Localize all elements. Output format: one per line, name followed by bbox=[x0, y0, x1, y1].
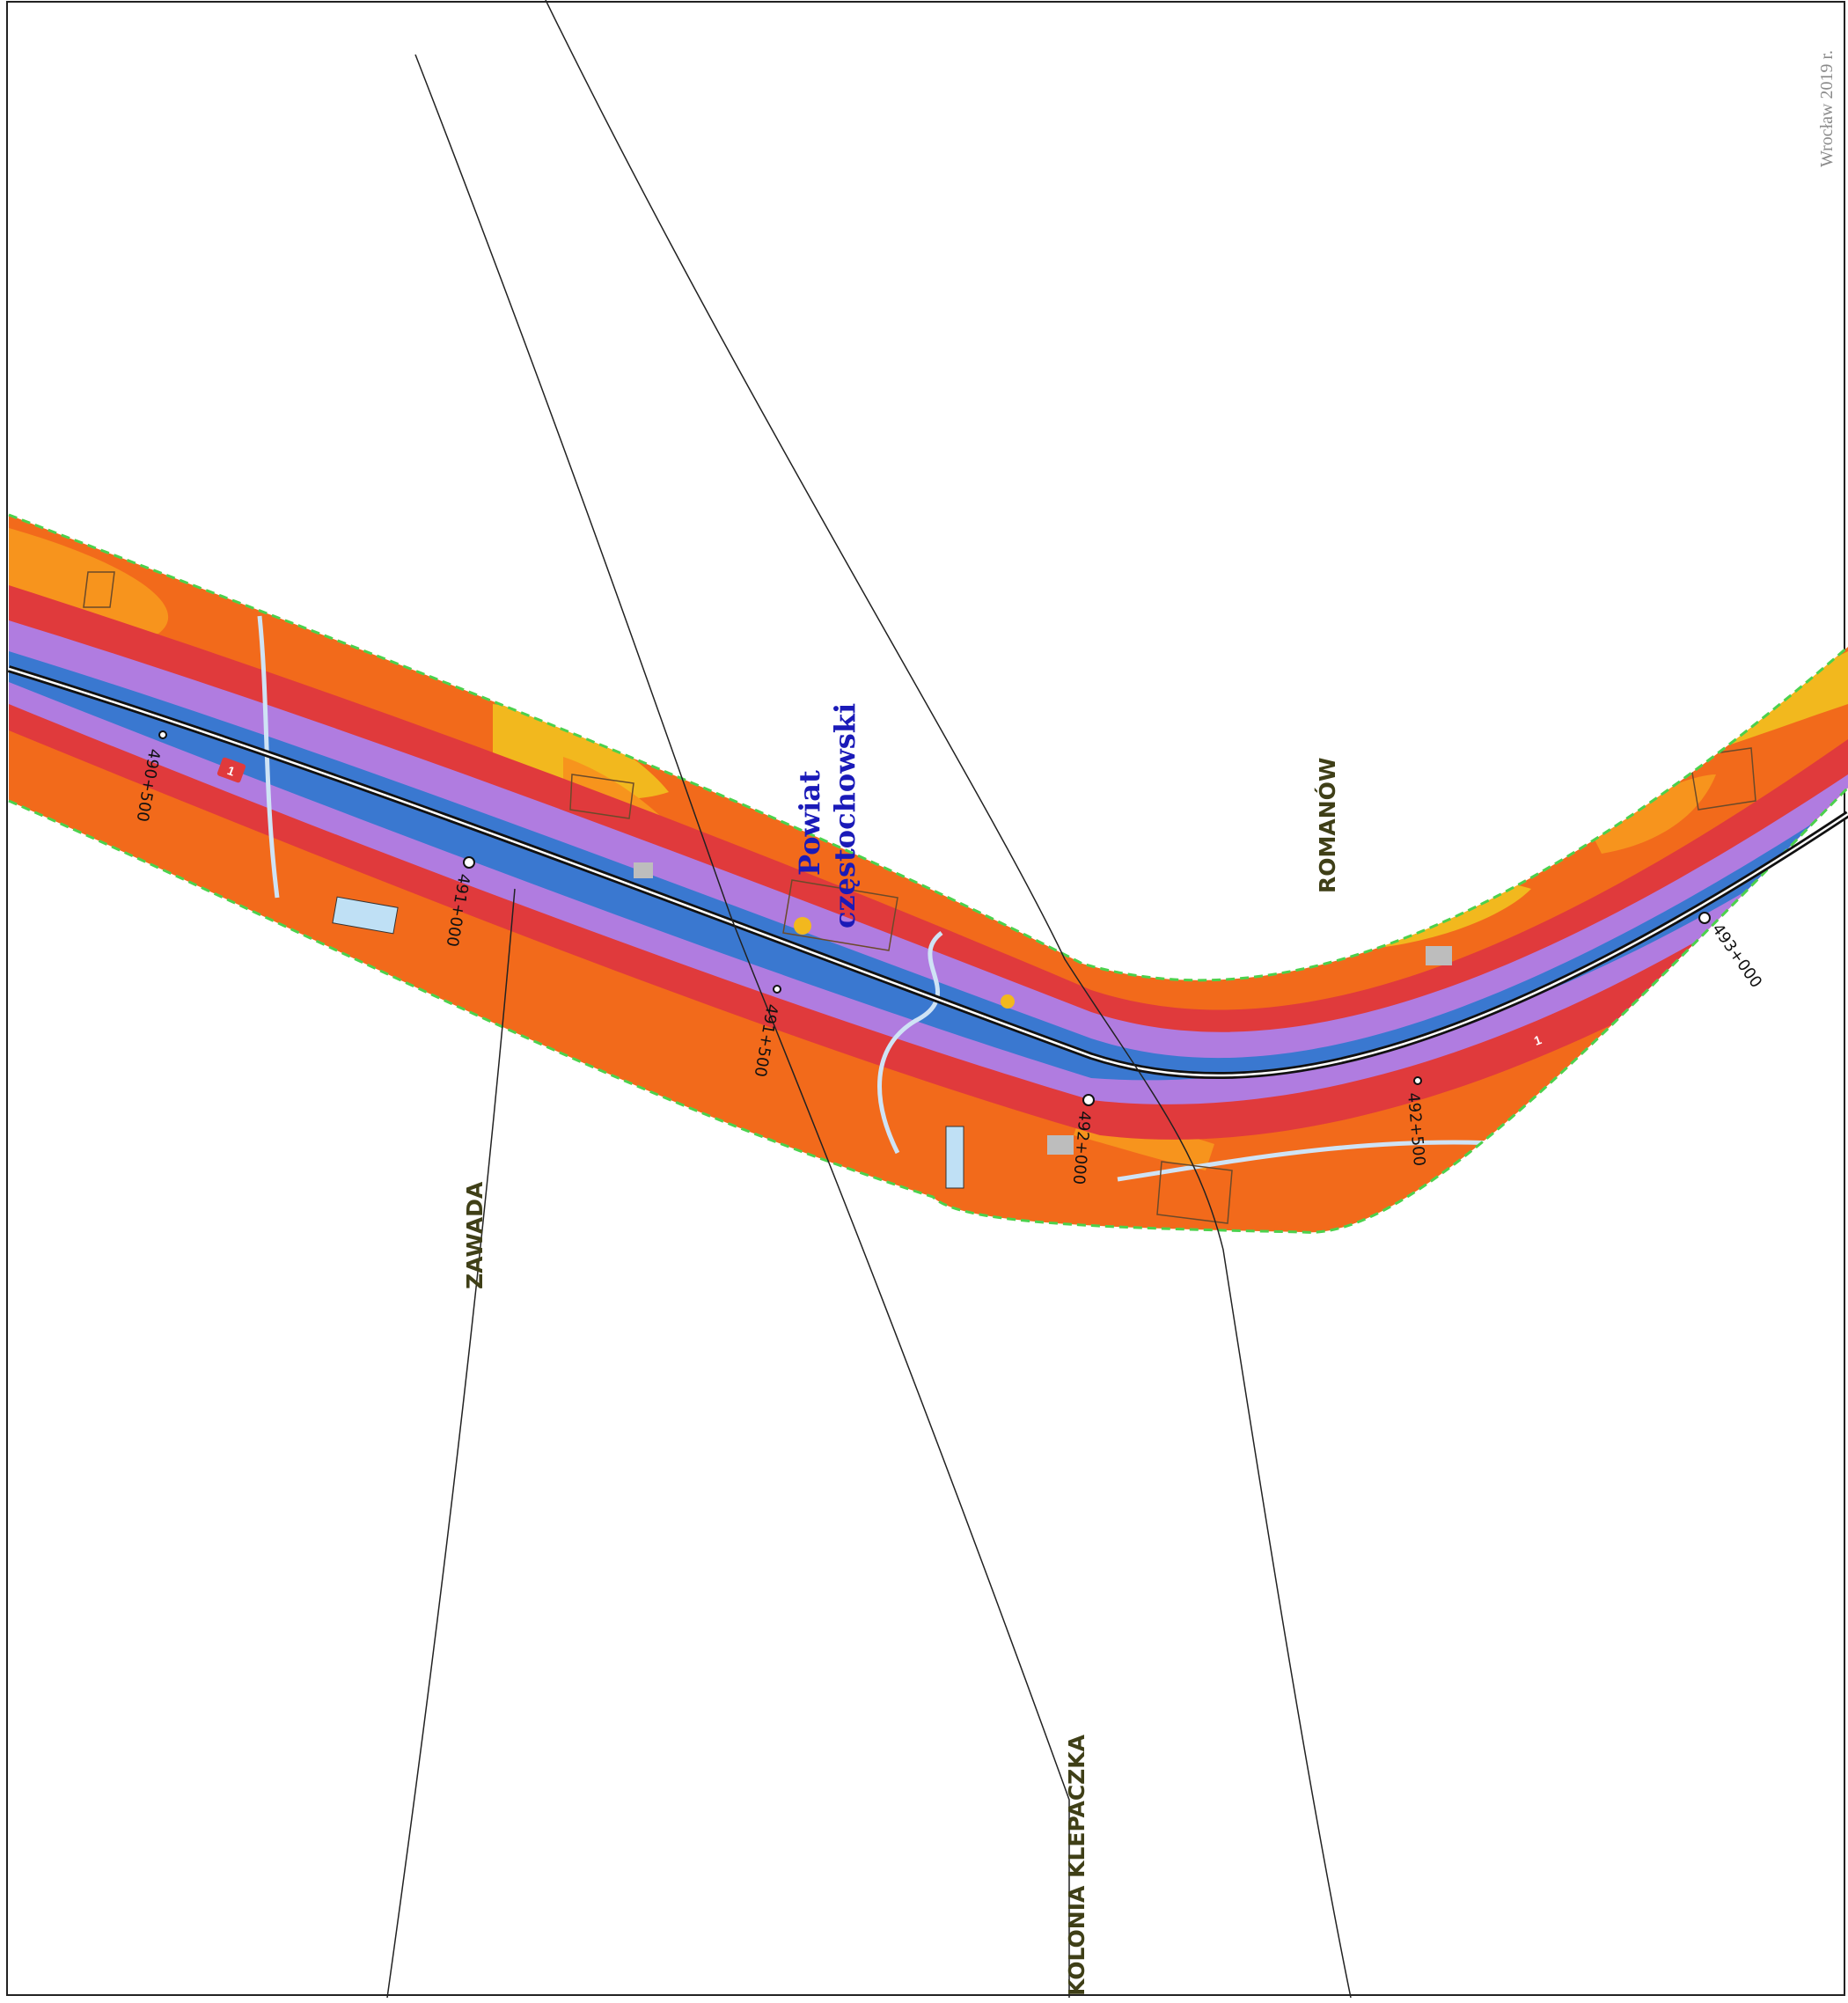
building bbox=[1047, 1135, 1074, 1155]
pond bbox=[945, 1126, 964, 1189]
parcel-outline bbox=[782, 879, 898, 951]
buffer-outline-south bbox=[8, 786, 1848, 1234]
building bbox=[794, 917, 811, 935]
map-border bbox=[6, 1, 1845, 1996]
parcel-outline bbox=[1548, 1082, 1611, 1145]
place-label-romanow: ROMANÓW bbox=[1314, 758, 1340, 893]
pond bbox=[332, 896, 399, 935]
buffer-outline-north bbox=[8, 513, 1848, 982]
stream bbox=[877, 931, 943, 1155]
place-label-kolonia-klepaczka: KOLONIA KLEPACZKA bbox=[1064, 1734, 1089, 1996]
noise-zone-band bbox=[9, 515, 1848, 1233]
road-shield: 1 bbox=[216, 757, 246, 783]
light-noise-patch bbox=[1584, 774, 1716, 854]
parcel-outline bbox=[83, 571, 115, 608]
parcel-outline bbox=[569, 774, 634, 819]
county-label-line2: częstochowski bbox=[828, 703, 862, 928]
building bbox=[1426, 946, 1452, 965]
county-label-line1: Powiat bbox=[793, 770, 826, 876]
boundary-line bbox=[386, 888, 516, 1999]
footer-text: Wrocław 2019 r. bbox=[1817, 50, 1837, 167]
road-shield: 1 bbox=[1522, 1026, 1552, 1053]
road-median bbox=[8, 667, 1848, 1077]
building bbox=[634, 862, 653, 878]
parcel-outline bbox=[1689, 747, 1756, 811]
chainage-label: 493+000 bbox=[1708, 921, 1765, 992]
stream bbox=[1117, 1140, 1514, 1182]
building bbox=[1001, 994, 1015, 1009]
outer-noise-zone bbox=[9, 515, 1848, 1233]
place-label-zawada: ZAWADA bbox=[462, 1181, 488, 1289]
red-noise-zone bbox=[9, 585, 1848, 1140]
parcel-outline bbox=[1156, 1161, 1233, 1224]
boundary-line bbox=[545, 0, 1352, 1999]
boundary-line bbox=[414, 54, 1070, 1998]
